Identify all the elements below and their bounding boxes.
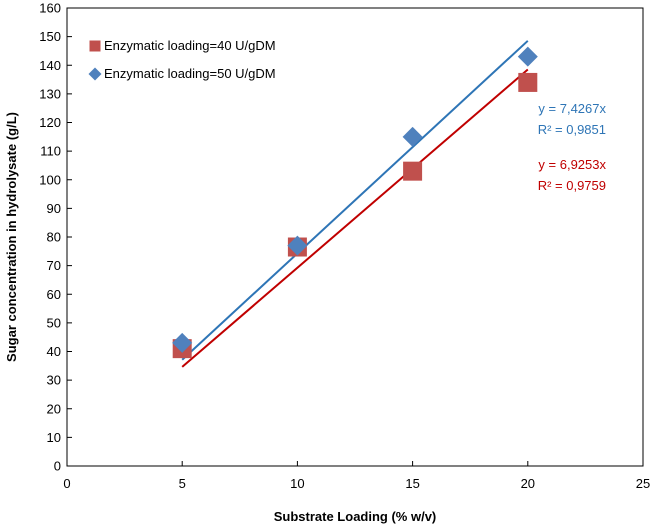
trendline xyxy=(181,40,529,361)
y-tick-label: 30 xyxy=(47,373,61,388)
y-tick-label: 80 xyxy=(47,230,61,245)
y-tick-label: 50 xyxy=(47,315,61,330)
y-tick-label: 60 xyxy=(47,287,61,302)
data-markers xyxy=(172,46,538,359)
data-point-diamond xyxy=(517,46,538,67)
y-tick-label: 20 xyxy=(47,401,61,416)
legend-marker-square xyxy=(89,40,101,52)
y-tick-label: 150 xyxy=(39,29,61,44)
data-point-diamond xyxy=(287,235,308,256)
legend-label: Enzymatic loading=50 U/gDM xyxy=(104,66,276,81)
x-tick-label: 20 xyxy=(521,476,535,491)
trendline xyxy=(181,68,529,368)
y-tick-label: 130 xyxy=(39,86,61,101)
data-point-square xyxy=(518,72,538,92)
x-tick-label: 0 xyxy=(63,476,70,491)
data-point-diamond xyxy=(172,332,193,353)
x-tick-label: 10 xyxy=(290,476,304,491)
y-tick-label: 100 xyxy=(39,172,61,187)
data-point-square xyxy=(403,161,423,181)
trendline-equation: y = 6,9253x xyxy=(538,157,606,172)
x-tick-label: 5 xyxy=(179,476,186,491)
x-tick-label: 15 xyxy=(405,476,419,491)
trendline-r-squared: R² = 0,9851 xyxy=(538,122,606,137)
x-axis-title: Substrate Loading (% w/v) xyxy=(274,509,437,524)
y-tick-label: 70 xyxy=(47,258,61,273)
y-tick-label: 10 xyxy=(47,430,61,445)
trendline-r-squared: R² = 0,9759 xyxy=(538,178,606,193)
legend-label: Enzymatic loading=40 U/gDM xyxy=(104,38,276,53)
data-point-diamond xyxy=(402,126,423,147)
y-tick-label: 120 xyxy=(39,115,61,130)
y-tick-label: 160 xyxy=(39,1,61,16)
y-tick-label: 40 xyxy=(47,344,61,359)
trendline-equation: y = 7,4267x xyxy=(538,101,606,116)
y-tick-label: 90 xyxy=(47,201,61,216)
legend: Enzymatic loading=40 U/gDM Enzymatic load… xyxy=(88,38,276,81)
y-axis-title: Sugar concentration in hydrolysate (g/L) xyxy=(4,112,19,362)
legend-marker-diamond xyxy=(88,67,102,81)
trendline-equations: y = 6,9253x R² = 0,9759 y = 7,4267x R² = 0,… xyxy=(538,101,607,193)
trendlines xyxy=(181,40,529,368)
y-tick-label: 110 xyxy=(40,144,61,159)
y-tick-label: 0 xyxy=(54,459,61,474)
axes: 0102030405060708090100110120130140150160… xyxy=(4,1,650,525)
y-tick-label: 140 xyxy=(39,58,61,73)
x-tick-label: 25 xyxy=(636,476,650,491)
